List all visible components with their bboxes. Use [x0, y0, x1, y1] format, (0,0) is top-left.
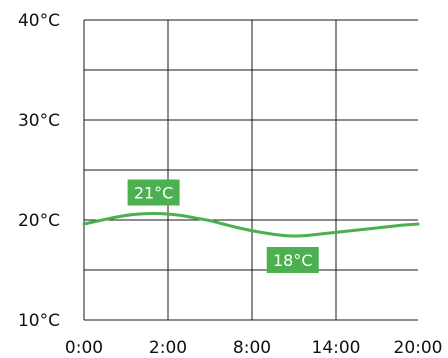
data-label: 18°C	[266, 247, 319, 273]
chart-series	[82, 212, 420, 238]
data-label-background	[127, 179, 180, 206]
chart-grid	[83, 19, 418, 321]
data-label: 21°C	[127, 179, 180, 206]
y-tick-label: 30°C	[18, 111, 60, 131]
y-tick-label: 20°C	[18, 211, 60, 231]
temperature-line-series-0	[82, 212, 420, 238]
x-axis-tick-labels: 0:00 2:00 8:00 14:00 20:00	[65, 338, 443, 358]
x-tick-label: 20:00	[394, 338, 443, 358]
chart-data-labels: 21°C 18°C	[127, 179, 319, 273]
x-tick-label: 2:00	[149, 338, 187, 358]
x-tick-label: 0:00	[65, 338, 103, 358]
x-tick-label: 8:00	[233, 338, 271, 358]
data-label-text: 18°C	[273, 251, 313, 270]
x-tick-label: 14:00	[312, 338, 361, 358]
y-axis-tick-labels: 10°C 20°C 30°C 40°C	[18, 11, 60, 331]
y-tick-label: 10°C	[18, 311, 60, 331]
data-label-background	[266, 247, 319, 273]
y-tick-label: 40°C	[18, 11, 60, 31]
data-label-text: 21°C	[134, 184, 174, 203]
